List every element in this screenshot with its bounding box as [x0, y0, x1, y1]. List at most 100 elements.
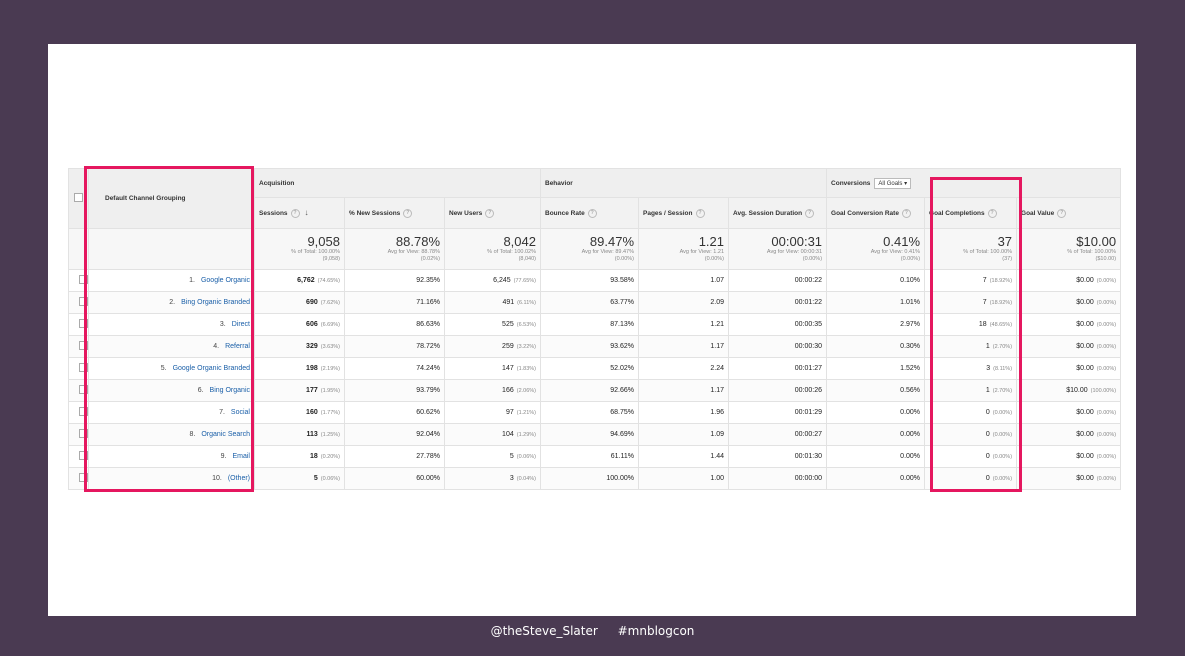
- conversion-rate-cell: 1.52%: [826, 357, 926, 380]
- goal-completions-cell: 0 (0.00%): [924, 401, 1018, 424]
- sessions-pct: (1.25%): [320, 432, 340, 438]
- completions-pct: (0.00%): [992, 476, 1013, 482]
- dimension-header[interactable]: Default Channel Grouping: [88, 168, 255, 229]
- total-sub: % of Total: 100.00%: [291, 249, 340, 255]
- header-avg-session-duration[interactable]: Avg. Session Duration?: [727, 197, 828, 229]
- avg-duration-cell: 00:00:22: [727, 269, 828, 292]
- help-icon[interactable]: ?: [695, 208, 705, 218]
- completions-pct: (18.92%): [989, 278, 1013, 284]
- bounce-rate-cell: 63.77%: [540, 291, 639, 314]
- help-icon[interactable]: ?: [587, 208, 597, 218]
- sort-arrow-down-icon[interactable]: ↓: [304, 208, 309, 218]
- channel-cell: 1. Google Organic: [88, 269, 255, 292]
- pages-session-cell: 1.09: [638, 423, 729, 446]
- header-goal-conversion-rate[interactable]: Goal Conversion Rate?: [826, 197, 926, 229]
- goal-value-cell: $0.00 (0.00%): [1016, 401, 1122, 424]
- new-users-pct: (77.65%): [513, 278, 536, 284]
- header-new-sessions[interactable]: % New Sessions?: [344, 197, 445, 229]
- total-value: 88.78%: [395, 234, 440, 249]
- completions-pct: (18.92%): [989, 300, 1013, 306]
- goal-value-value: $0.00: [1076, 409, 1094, 416]
- channel-link[interactable]: Google Organic: [200, 277, 250, 284]
- help-icon[interactable]: ?: [290, 208, 300, 218]
- header-bounce-rate-label: Bounce Rate: [545, 209, 585, 217]
- new-users-cell: 491 (6.11%): [444, 291, 541, 314]
- help-icon[interactable]: ?: [805, 208, 815, 218]
- channel-cell: 3. Direct: [88, 313, 255, 336]
- row-checkbox[interactable]: [79, 319, 88, 328]
- row-checkbox[interactable]: [79, 407, 88, 416]
- total-value: 9,058: [307, 234, 340, 249]
- row-checkbox[interactable]: [79, 275, 88, 284]
- new-sessions-cell: 78.72%: [344, 335, 445, 358]
- header-goal-value-label: Goal Value: [1021, 209, 1055, 217]
- channel-grouping-table: Default Channel Grouping Acquisition Beh…: [68, 168, 1122, 490]
- sessions-value: 177: [306, 387, 318, 394]
- goal-value-pct: (0.00%): [1096, 476, 1117, 482]
- channel-link[interactable]: Organic Search: [201, 431, 250, 438]
- row-checkbox[interactable]: [79, 385, 88, 394]
- row-checkbox[interactable]: [79, 451, 88, 460]
- help-icon[interactable]: ?: [403, 208, 413, 218]
- sessions-value: 690: [306, 299, 318, 306]
- channel-cell: 8. Organic Search: [88, 423, 255, 446]
- row-checkbox[interactable]: [79, 297, 88, 306]
- sessions-cell: 606 (6.69%): [254, 313, 345, 336]
- sessions-pct: (7.62%): [320, 300, 340, 306]
- help-icon[interactable]: ?: [987, 208, 997, 218]
- new-users-cell: 166 (2.06%): [444, 379, 541, 402]
- header-goal-completions[interactable]: Goal Completions?: [924, 197, 1018, 229]
- new-users-value: 147: [502, 365, 514, 372]
- total-goal-completions: 37% of Total: 100.00% (37): [924, 228, 1018, 270]
- sessions-cell: 113 (1.25%): [254, 423, 345, 446]
- channel-cell: 7. Social: [88, 401, 255, 424]
- row-checkbox[interactable]: [79, 341, 88, 350]
- goal-completions-cell: 1 (2.70%): [924, 379, 1018, 402]
- completions-pct: (2.70%): [992, 344, 1013, 350]
- channel-link[interactable]: Bing Organic: [209, 387, 250, 394]
- total-bounce-rate: 89.47% Avg for View: 89.47% (0.00%): [540, 228, 639, 270]
- goal-value-cell: $0.00 (0.00%): [1016, 313, 1122, 336]
- header-goal-value[interactable]: Goal Value?: [1016, 197, 1122, 229]
- row-number: 6.: [197, 387, 204, 394]
- completions-value: 0: [985, 409, 990, 416]
- table-row: 7. Social 160 (1.77%) 60.62% 97 (1.21%) 68.75% 1…: [68, 401, 1122, 424]
- goal-value-pct: (0.00%): [1096, 410, 1117, 416]
- header-pages-session[interactable]: Pages / Session?: [638, 197, 729, 229]
- goal-value-pct: (0.00%): [1096, 278, 1117, 284]
- header-sessions[interactable]: Sessions? ↓: [254, 197, 345, 229]
- goal-select-dropdown[interactable]: All Goals ▾: [874, 177, 912, 189]
- select-all-checkbox[interactable]: [74, 193, 83, 202]
- new-users-pct: (6.11%): [517, 300, 536, 306]
- avg-duration-cell: 00:01:29: [727, 401, 828, 424]
- channel-link[interactable]: Social: [230, 409, 250, 416]
- goal-value-cell: $0.00 (0.00%): [1016, 357, 1122, 380]
- total-sub: (0.00%): [614, 256, 634, 262]
- channel-link[interactable]: Email: [232, 453, 250, 460]
- new-sessions-cell: 92.04%: [344, 423, 445, 446]
- channel-link[interactable]: Referral: [225, 343, 250, 350]
- new-sessions-cell: 92.35%: [344, 269, 445, 292]
- header-new-users[interactable]: New Users?: [444, 197, 541, 229]
- channel-link[interactable]: Google Organic Branded: [172, 365, 250, 372]
- goal-completions-cell: 3 (8.11%): [924, 357, 1018, 380]
- header-bounce-rate[interactable]: Bounce Rate?: [540, 197, 639, 229]
- row-checkbox[interactable]: [79, 429, 88, 438]
- goal-value-pct: (0.00%): [1096, 432, 1117, 438]
- row-checkbox[interactable]: [79, 473, 88, 482]
- row-checkbox[interactable]: [79, 363, 88, 372]
- total-sub: Avg for View: 1.21: [679, 249, 724, 255]
- new-users-value: 5: [509, 453, 514, 460]
- help-icon[interactable]: ?: [901, 208, 911, 218]
- channel-link[interactable]: Direct: [231, 321, 250, 328]
- row-select-cell: [68, 379, 89, 402]
- sessions-value: 198: [306, 365, 318, 372]
- channel-link[interactable]: (Other): [227, 475, 250, 482]
- goal-completions-cell: 1 (2.70%): [924, 335, 1018, 358]
- total-sub: (0.00%): [802, 256, 823, 262]
- channel-link[interactable]: Bing Organic Branded: [181, 299, 250, 306]
- table-row: 4. Referral 329 (3.63%) 78.72% 259 (3.22%) 93.6…: [68, 335, 1122, 358]
- new-users-pct: (1.21%): [516, 410, 536, 416]
- help-icon[interactable]: ?: [1057, 208, 1067, 218]
- help-icon[interactable]: ?: [485, 208, 495, 218]
